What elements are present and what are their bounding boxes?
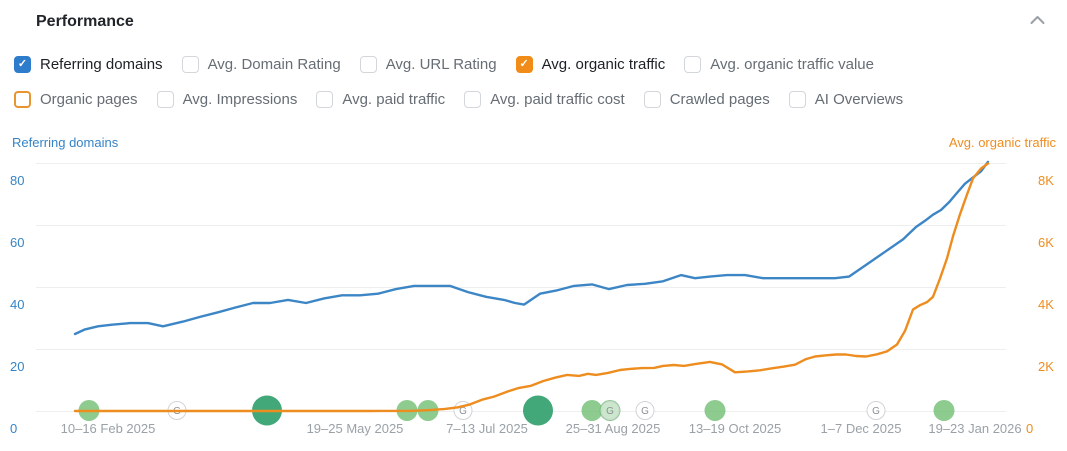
x-axis-label: 19–23 Jan 2026	[928, 421, 1022, 436]
google-update-marker[interactable]: G	[866, 401, 886, 420]
checkbox-checked-icon[interactable]: ✓	[515, 55, 533, 73]
metric-label: Avg. paid traffic cost	[490, 90, 625, 108]
google-update-marker[interactable]: G	[635, 401, 655, 420]
google-update-marker[interactable]: G	[600, 401, 620, 420]
series-line-avg-organic-traffic[interactable]	[73, 162, 990, 413]
metric-label: AI Overviews	[814, 90, 904, 108]
metric-toggle-avg-paid-traffic[interactable]: Avg. paid traffic	[316, 90, 446, 108]
x-axis-label: 13–19 Oct 2025	[688, 421, 782, 436]
checkbox-checked-icon[interactable]: ✓	[14, 55, 31, 73]
metric-label: Avg. URL Rating	[385, 55, 497, 73]
metric-toggle-ai-overviews[interactable]: AI Overviews	[788, 90, 904, 108]
panel-title: Performance	[36, 13, 134, 30]
x-axis-label: 1–7 Dec 2025	[820, 421, 902, 436]
checkbox-icon[interactable]	[359, 55, 377, 73]
metric-label: Avg. paid traffic	[342, 90, 446, 108]
metric-label: Crawled pages	[669, 90, 770, 108]
metric-label: Avg. Impressions	[182, 90, 298, 108]
svg-text:G: G	[459, 406, 467, 417]
left-axis-tick: 80	[10, 172, 25, 188]
checkbox-icon[interactable]	[316, 90, 334, 108]
checkbox-icon[interactable]	[156, 90, 174, 108]
checkbox-icon[interactable]	[181, 55, 199, 73]
metric-toggle-avg-paid-traffic-cost[interactable]: Avg. paid traffic cost	[464, 90, 625, 108]
metric-toggle-avg-impressions[interactable]: Avg. Impressions	[156, 90, 298, 108]
svg-text:G: G	[872, 406, 880, 417]
right-axis-title: Avg. organic traffic	[948, 135, 1056, 150]
event-marker[interactable]	[704, 400, 726, 421]
metric-label: Avg. organic traffic value	[710, 55, 874, 73]
metric-toggle-crawled-pages[interactable]: Crawled pages	[643, 90, 770, 108]
left-axis-tick: 20	[10, 358, 25, 374]
metric-label: Avg. Domain Rating	[207, 55, 341, 73]
svg-text:G: G	[641, 406, 649, 417]
metric-label: Avg. organic traffic	[541, 55, 666, 73]
collapse-chevron-icon[interactable]	[1030, 15, 1045, 25]
event-marker[interactable]	[933, 400, 955, 421]
left-axis-tick: 40	[10, 296, 25, 312]
x-axis-label: 10–16 Feb 2025	[60, 421, 156, 436]
left-axis-tick: 0	[10, 420, 18, 436]
metric-toggle-avg-url-rating[interactable]: Avg. URL Rating	[359, 55, 497, 73]
right-axis-tick: 2K	[1038, 358, 1054, 374]
checkbox-icon[interactable]	[684, 55, 702, 73]
checkbox-icon[interactable]	[643, 90, 661, 108]
right-axis-tick: 8K	[1038, 172, 1054, 188]
right-axis-tick: 0	[1026, 420, 1034, 436]
checkbox-icon[interactable]	[788, 90, 806, 108]
metric-toggle-organic-pages[interactable]: Organic pages	[14, 90, 138, 108]
event-marker[interactable]	[581, 400, 603, 421]
left-axis-title: Referring domains	[12, 135, 119, 150]
left-axis-tick: 60	[10, 234, 25, 250]
right-axis-tick: 6K	[1038, 234, 1054, 250]
checkbox-icon[interactable]	[464, 90, 482, 108]
x-axis-label: 19–25 May 2025	[306, 421, 404, 436]
metric-toggle-referring-domains[interactable]: ✓ Referring domains	[14, 55, 163, 73]
metrics-row-1: ✓ Referring domains Avg. Domain Rating Avg.…	[14, 55, 874, 73]
series-line-referring-domains[interactable]	[73, 160, 990, 336]
metrics-row-2: Organic pages Avg. Impressions Avg. paid t…	[14, 90, 903, 108]
metric-toggle-avg-domain-rating[interactable]: Avg. Domain Rating	[181, 55, 341, 73]
metric-toggle-avg-organic-traffic[interactable]: ✓ Avg. organic traffic	[515, 55, 666, 73]
right-axis-tick: 4K	[1038, 296, 1054, 312]
checkbox-icon[interactable]	[14, 90, 31, 108]
x-axis-label: 7–13 Jul 2025	[446, 421, 528, 436]
metric-label: Referring domains	[40, 55, 163, 73]
x-axis-label: 25–31 Aug 2025	[565, 421, 661, 436]
svg-text:G: G	[606, 406, 614, 417]
metric-label: Organic pages	[40, 90, 138, 108]
metric-toggle-avg-organic-traffic-value[interactable]: Avg. organic traffic value	[684, 55, 874, 73]
event-marker[interactable]	[523, 395, 553, 426]
